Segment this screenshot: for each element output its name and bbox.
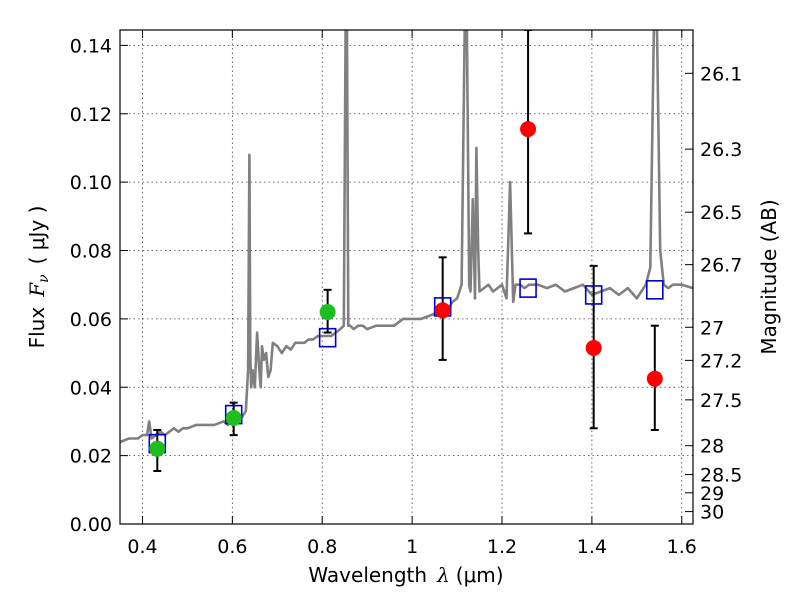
y-tick-label: 0.12 <box>70 104 112 126</box>
x-tick-label: 1.4 <box>577 536 607 558</box>
y-axis-title: Flux Fν ( μJy ) <box>25 206 52 349</box>
x-tick-label: 0.8 <box>307 536 337 558</box>
model-photometry-square <box>645 280 664 300</box>
observed-photometry-point <box>646 370 663 387</box>
x-tick-label: 0.4 <box>127 536 157 558</box>
x-tick-label: 1.2 <box>487 536 517 558</box>
y2-tick-label: 28 <box>700 436 724 458</box>
y2-tick-label: 26.1 <box>700 63 742 85</box>
observed-photometry-point <box>585 339 602 356</box>
x-axis-title-unit: (μm) <box>456 563 504 587</box>
y2-tick-label: 27.5 <box>700 390 742 412</box>
y-tick-label: 0.00 <box>70 514 112 536</box>
observed-photometry-point <box>149 440 166 457</box>
x-axis-ticks: 0.4 0.6 0.8 1 1.2 1.4 1.6 <box>127 30 697 558</box>
x-axis-title-prefix: Wavelength <box>308 563 427 587</box>
y-tick-label: 0.04 <box>70 377 112 399</box>
y2-tick-label: 26.3 <box>700 139 742 161</box>
y-tick-label: 0.06 <box>70 309 112 331</box>
model-photometry-square <box>318 327 337 348</box>
y-tick-label: 0.14 <box>70 35 112 57</box>
y-axis-title-subscript: ν <box>36 274 52 283</box>
x-tick-label: 0.6 <box>217 536 247 558</box>
x-axis-title: Wavelength λ (μm) <box>308 563 503 587</box>
secondary-y-axis-title: Magnitude (AB) <box>757 199 781 354</box>
y2-tick-label: 27 <box>700 317 724 339</box>
x-tick-label: 1.6 <box>667 536 697 558</box>
observed-photometry-point <box>520 121 537 138</box>
y-tick-label: 0.10 <box>70 172 112 194</box>
plot-content <box>120 30 693 473</box>
x-tick-label: 1 <box>406 536 418 558</box>
y-axis-ticks: 0.00 0.02 0.04 0.06 0.08 0.10 0.12 0.14 <box>70 35 128 536</box>
y-tick-label: 0.08 <box>70 241 112 263</box>
observed-photometry-points <box>149 121 663 457</box>
observed-photometry-point <box>434 302 451 319</box>
plot-background <box>120 30 693 524</box>
x-axis-title-symbol: λ <box>436 563 450 587</box>
y2-tick-label: 26.5 <box>700 202 742 224</box>
observed-photometry-point <box>319 304 336 321</box>
y-axis-title-prefix: Flux <box>25 307 49 349</box>
plot-frame <box>119 29 694 525</box>
y-axis-title-symbol: F <box>25 282 49 298</box>
model-photometry-square <box>519 278 537 298</box>
y2-tick-label: 30 <box>700 502 724 524</box>
y-axis-title-unit: ( μJy ) <box>25 206 49 265</box>
y2-tick-label: 26.7 <box>700 255 742 277</box>
grid-lines <box>120 30 693 524</box>
y2-tick-label: 28.5 <box>700 465 742 487</box>
y-tick-label: 0.02 <box>70 446 112 468</box>
observed-photometry-point <box>225 410 242 427</box>
y2-tick-label: 27.2 <box>700 350 742 372</box>
model-photometry-square <box>584 285 603 305</box>
y2-tick-label: 29 <box>700 483 724 505</box>
